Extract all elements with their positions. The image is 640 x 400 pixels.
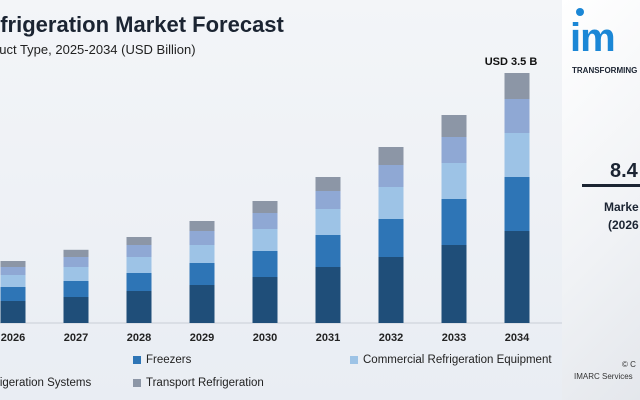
- x-tick-label-2034: 2034: [505, 332, 530, 344]
- bar-segment-2027-s4: [63, 249, 89, 257]
- legend-item-commercial-refrigeration-equipment: Commercial Refrigeration Equipment: [350, 354, 552, 366]
- cagr-label: Marke: [604, 200, 639, 214]
- chart-title: efrigeration Market Forecast: [0, 12, 284, 37]
- bar-segment-2026-s3: [0, 267, 26, 275]
- bar-segment-2033-s0: [441, 245, 467, 323]
- bar-segment-2031-s4: [315, 177, 341, 191]
- legend-label-commercial: Commercial Refrigeration Equipment: [363, 354, 552, 366]
- bar-segment-2026-s1: [0, 287, 26, 301]
- bar-segment-2031-s3: [315, 191, 341, 209]
- legend-label-freezers: Freezers: [146, 354, 192, 366]
- bar-segment-2028-s1: [126, 273, 152, 291]
- bar-segment-2032-s0: [378, 257, 404, 323]
- bar-segment-2026-s4: [0, 261, 26, 267]
- bar-segment-2032-s4: [378, 147, 404, 165]
- bar-segment-2029-s4: [189, 221, 215, 231]
- bar-segment-2034-s1: [504, 177, 530, 231]
- bar-segment-2027-s1: [63, 281, 89, 297]
- bar-segment-2028-s4: [126, 237, 152, 245]
- legend-label-refrigeration-systems: rigeration Systems: [0, 377, 92, 389]
- bar-chart: 2026 2027 2028 2029 2030 2031 2032 2033 2034 USD …: [0, 56, 562, 344]
- brand-tagline: TRANSFORMING: [572, 66, 638, 75]
- bar-segment-2030-s1: [252, 251, 278, 277]
- side-panel: im TRANSFORMING 8.4 Marke (2026 © C IMAR…: [562, 0, 640, 400]
- bars-layer: [0, 73, 530, 323]
- cagr-period: (2026: [608, 218, 639, 232]
- copyright-text: © C: [622, 360, 636, 369]
- bar-segment-2030-s0: [252, 277, 278, 323]
- x-tick-label-2033: 2033: [442, 332, 466, 344]
- legend-swatch-commercial: [350, 356, 358, 364]
- bar-segment-2029-s1: [189, 263, 215, 285]
- bar-segment-2033-s1: [441, 199, 467, 245]
- bar-segment-2033-s4: [441, 115, 467, 137]
- brand-logo: im: [570, 16, 616, 60]
- logo-dot: [576, 8, 584, 16]
- chart-subtitle: duct Type, 2025-2034 (USD Billion): [0, 42, 196, 57]
- legend-item-transport-refrigeration: Transport Refrigeration: [133, 377, 264, 389]
- x-tick-label-2032: 2032: [379, 332, 403, 344]
- bar-segment-2026-s0: [0, 301, 26, 323]
- bar-segment-2032-s1: [378, 219, 404, 257]
- labels-layer: 2026 2027 2028 2029 2030 2031 2032 2033 2034 USD …: [1, 56, 538, 344]
- bar-segment-2027-s3: [63, 257, 89, 267]
- bar-segment-2033-s2: [441, 163, 467, 199]
- cagr-divider: [582, 184, 640, 187]
- bar-segment-2026-s2: [0, 275, 26, 287]
- bar-segment-2034-s0: [504, 231, 530, 323]
- bar-segment-2028-s3: [126, 245, 152, 257]
- bar-segment-2030-s3: [252, 213, 278, 229]
- legend-label-transport: Transport Refrigeration: [146, 377, 264, 389]
- x-tick-label-2030: 2030: [253, 332, 277, 344]
- source-text: IMARC Services: [574, 372, 633, 381]
- bar-segment-2029-s2: [189, 245, 215, 263]
- chart-panel: efrigeration Market Forecast duct Type, …: [0, 0, 562, 400]
- x-tick-label-2027: 2027: [64, 332, 88, 344]
- bar-segment-2028-s0: [126, 291, 152, 323]
- bar-segment-2030-s4: [252, 201, 278, 213]
- bar-segment-2029-s0: [189, 285, 215, 323]
- legend-item-freezers: Freezers: [133, 354, 191, 366]
- bar-segment-2031-s2: [315, 209, 341, 235]
- legend-item-refrigeration-systems: rigeration Systems: [0, 377, 91, 389]
- bar-segment-2028-s2: [126, 257, 152, 273]
- bar-segment-2034-s3: [504, 99, 530, 133]
- legend-swatch-freezers: [133, 356, 141, 364]
- bar-segment-2031-s0: [315, 267, 341, 323]
- bar-segment-2027-s2: [63, 267, 89, 281]
- x-tick-label-2028: 2028: [127, 332, 151, 344]
- legend-swatch-transport: [133, 379, 141, 387]
- bar-segment-2030-s2: [252, 229, 278, 251]
- bar-segment-2032-s2: [378, 187, 404, 219]
- bar-segment-2032-s3: [378, 165, 404, 187]
- bar-segment-2031-s1: [315, 235, 341, 267]
- x-tick-label-2029: 2029: [190, 332, 214, 344]
- bar-segment-2033-s3: [441, 137, 467, 163]
- cagr-value: 8.4: [610, 160, 638, 182]
- bar-segment-2027-s0: [63, 297, 89, 323]
- bar-segment-2034-s4: [504, 73, 530, 99]
- x-tick-label-2026: 2026: [1, 332, 25, 344]
- bar-segment-2034-s2: [504, 133, 530, 177]
- bar-segment-2029-s3: [189, 231, 215, 245]
- x-tick-label-2031: 2031: [316, 332, 340, 344]
- data-label-2034: USD 3.5 B: [485, 56, 538, 68]
